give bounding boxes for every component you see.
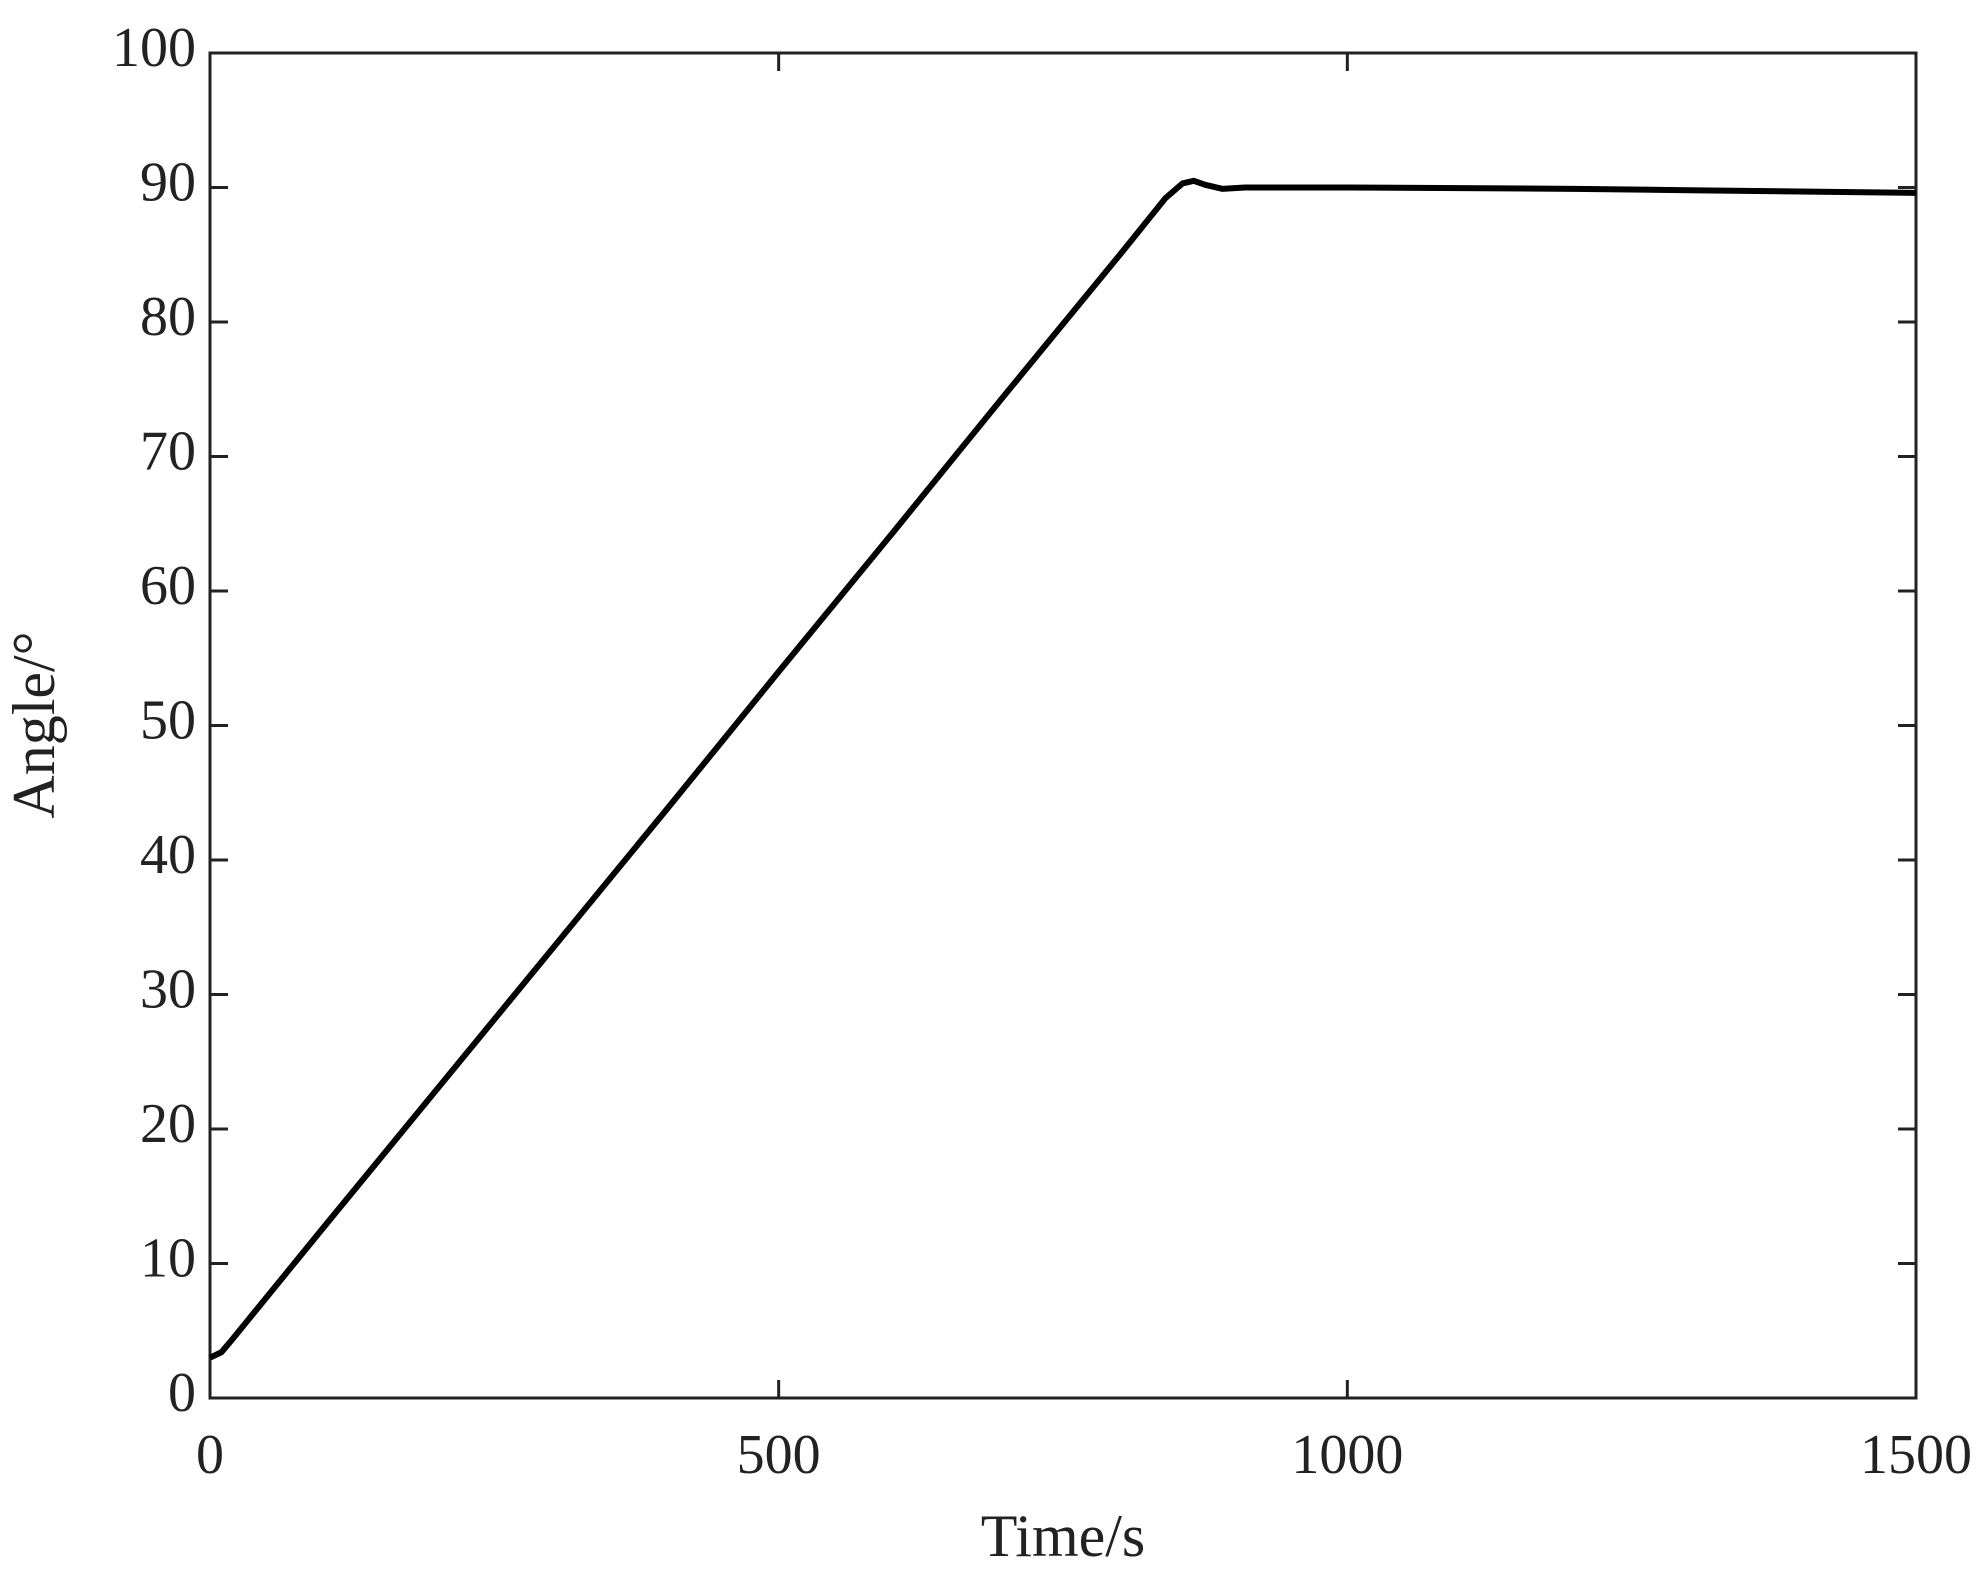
y-tick-label: 50 <box>140 689 196 751</box>
x-tick-label: 1000 <box>1291 1424 1403 1486</box>
y-tick-label: 100 <box>112 17 196 79</box>
y-tick-label: 20 <box>140 1093 196 1155</box>
x-tick-label: 1500 <box>1860 1424 1972 1486</box>
x-tick-label: 0 <box>196 1424 224 1486</box>
x-axis-label: Time/s <box>981 1503 1146 1569</box>
y-axis-label: Angle/° <box>1 631 67 818</box>
plot-frame <box>208 51 1918 1400</box>
x-tick-label: 500 <box>737 1424 821 1486</box>
y-tick-label: 30 <box>140 958 196 1020</box>
y-tick-label: 40 <box>140 824 196 886</box>
y-tick-label: 0 <box>168 1362 196 1424</box>
y-tick-label: 70 <box>140 420 196 482</box>
y-tick-label: 90 <box>140 151 196 213</box>
y-tick-label: 80 <box>140 286 196 348</box>
y-tick-label: 60 <box>140 555 196 617</box>
y-tick-label: 10 <box>140 1227 196 1289</box>
data-line <box>208 177 1917 1361</box>
